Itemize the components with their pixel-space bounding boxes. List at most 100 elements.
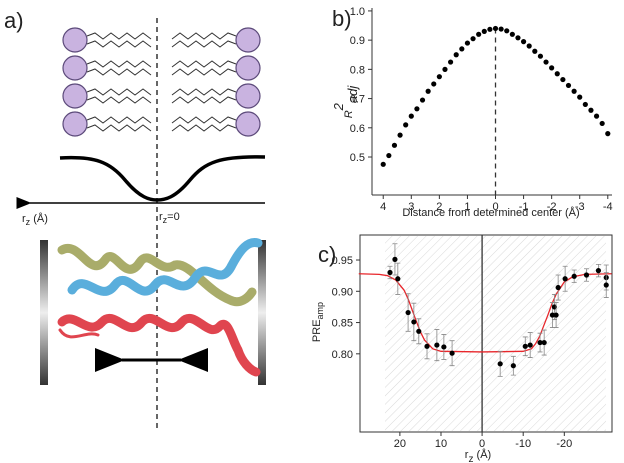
point <box>541 339 547 346</box>
y-axis-label: PREamp <box>311 302 325 342</box>
point <box>510 363 516 369</box>
point <box>380 161 386 167</box>
lipid-tail <box>86 124 152 132</box>
panel-label: c) <box>318 242 336 267</box>
point <box>434 342 440 348</box>
y-axis-label: R2adj <box>331 85 360 119</box>
label-part: (Å) <box>30 212 48 225</box>
lipid-tail <box>171 116 237 124</box>
label-part: 2 <box>331 102 346 111</box>
label-part: z <box>26 217 31 227</box>
point <box>577 94 583 100</box>
zero-label: rz=0 <box>159 211 180 225</box>
plot-frame <box>359 234 613 433</box>
lipid-tail <box>86 88 152 96</box>
point <box>459 46 465 52</box>
point <box>431 81 437 87</box>
point <box>560 76 566 83</box>
x-tick-label: -4 <box>603 201 613 213</box>
lipid-tail <box>171 60 237 68</box>
lipid-head <box>62 27 88 53</box>
point <box>605 131 611 137</box>
point <box>583 272 590 278</box>
point <box>481 28 487 34</box>
lipid-tail <box>86 116 152 124</box>
y-tick-label: 0.9 <box>350 35 365 47</box>
point <box>549 65 555 71</box>
point <box>442 66 448 72</box>
lipid-tail <box>86 68 152 76</box>
point <box>405 309 411 316</box>
point <box>492 25 499 32</box>
point <box>411 319 417 325</box>
point <box>549 312 555 318</box>
point <box>599 120 605 127</box>
label-part: r <box>465 449 469 461</box>
y-tick-label: 0.5 <box>350 152 365 164</box>
y-tick-label: 1.0 <box>350 6 365 18</box>
point <box>414 106 420 112</box>
label-part: adj <box>345 85 360 103</box>
point <box>464 40 471 46</box>
y-tick-label: 0.95 <box>332 255 353 267</box>
x-tick-label: 10 <box>435 438 447 450</box>
point <box>403 122 409 128</box>
x-tick-label: 1 <box>464 201 470 213</box>
point <box>543 59 549 65</box>
panel-label: b) <box>332 6 352 31</box>
lipid-tail <box>171 88 237 96</box>
label-part: (Å) <box>473 448 491 461</box>
x-tick-label: 0 <box>492 201 498 213</box>
label-part: PRE <box>311 319 323 342</box>
lipid-tail <box>171 40 237 48</box>
y-tick-label: 0.7 <box>350 94 365 106</box>
point <box>537 339 543 346</box>
point <box>395 276 401 282</box>
point <box>565 82 572 89</box>
point <box>487 26 493 32</box>
y-tick-label: 0.80 <box>332 349 353 361</box>
lipid-head <box>235 83 261 109</box>
point <box>419 97 426 103</box>
point <box>416 328 422 334</box>
label-part: r <box>159 211 163 223</box>
point <box>436 74 442 80</box>
x-tick-label: -1 <box>519 201 529 213</box>
boundary-bar <box>40 240 48 385</box>
lipid-bilayer <box>62 27 261 137</box>
point <box>425 88 431 94</box>
point <box>504 28 510 34</box>
point <box>408 113 414 119</box>
point <box>476 31 482 37</box>
panel-label: a) <box>4 8 24 33</box>
lipid-tail <box>171 124 237 132</box>
point <box>555 284 561 291</box>
label-part: R <box>343 110 355 118</box>
point <box>392 256 398 262</box>
point <box>441 344 447 350</box>
lipid-head <box>62 83 88 109</box>
x-tick-label: 4 <box>380 201 386 213</box>
y-tick-label: 0.85 <box>332 318 353 330</box>
x-tick-label: 2 <box>436 201 442 213</box>
lipid-tail <box>86 32 152 40</box>
point <box>593 113 600 119</box>
y-tick-label: 0.90 <box>332 286 353 298</box>
x-axis-label: Distance from determined center (Å) <box>402 206 579 219</box>
protein <box>57 238 263 377</box>
point <box>532 48 538 54</box>
label-part: z <box>468 454 473 463</box>
lipid-head <box>235 55 261 81</box>
point <box>527 342 533 348</box>
point <box>497 361 503 367</box>
point <box>453 52 459 58</box>
x-tick-label: 3 <box>408 201 414 213</box>
point <box>391 142 398 148</box>
lipid-tail <box>171 32 237 40</box>
x-tick-label: -3 <box>575 201 585 213</box>
x-tick-label: 0 <box>479 438 485 450</box>
profile-curve <box>59 155 266 202</box>
point <box>554 71 560 77</box>
lipid-head <box>62 55 88 81</box>
